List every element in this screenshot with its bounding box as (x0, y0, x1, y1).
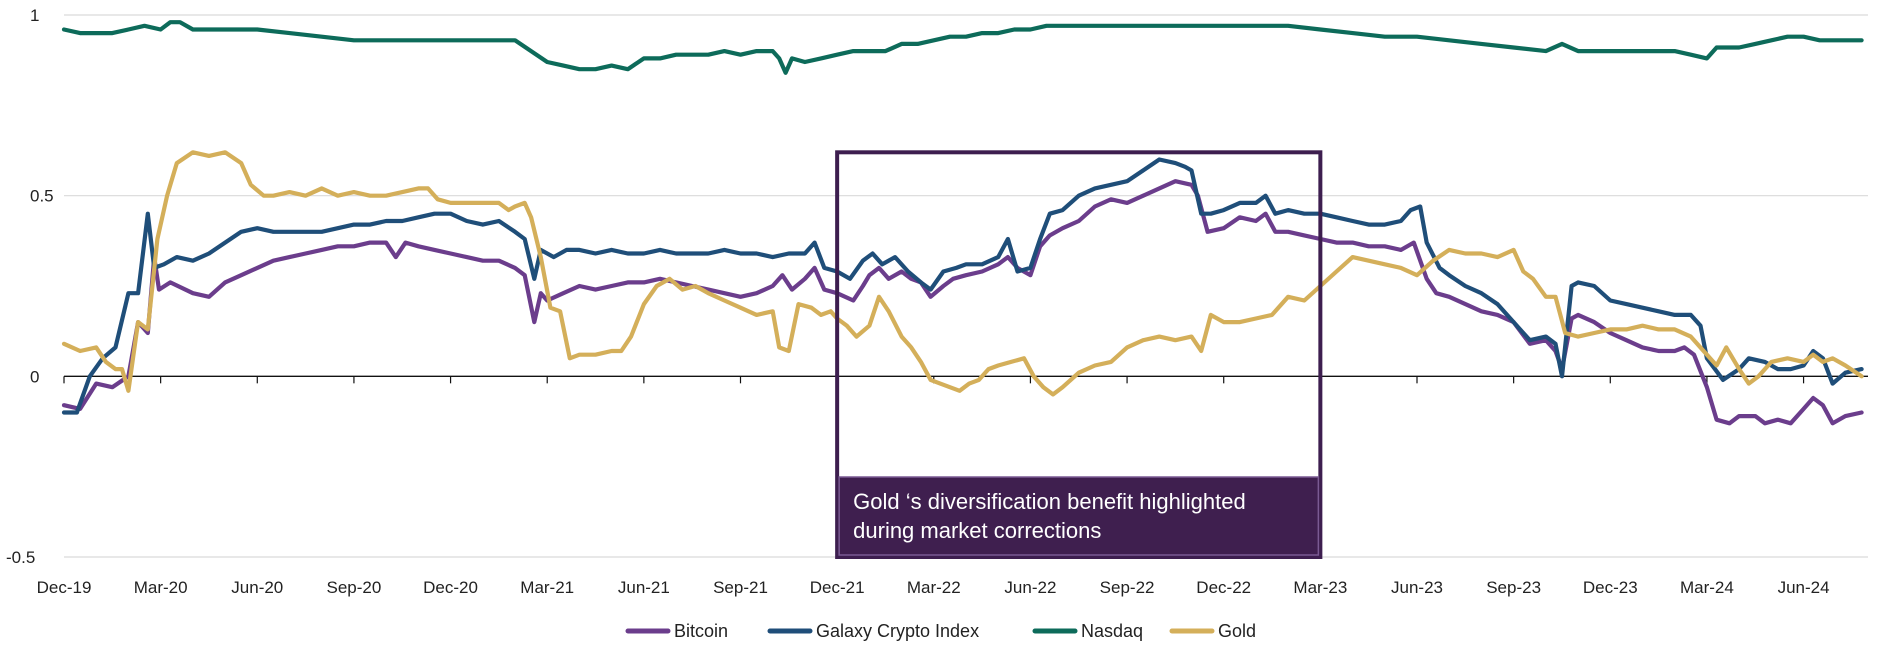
x-tick-label-6: Jun-21 (618, 578, 670, 597)
x-tick-label-1: Mar-20 (134, 578, 188, 597)
annotation-frame (835, 150, 1323, 559)
x-tick-label-13: Mar-23 (1293, 578, 1347, 597)
legend-label-gold: Gold (1218, 621, 1256, 641)
x-tick-label-17: Mar-24 (1680, 578, 1734, 597)
series-line-galaxy-crypto-index (61, 157, 1864, 415)
x-tick-label-0: Dec-19 (37, 578, 92, 597)
y-tick-label-2: 0 (30, 367, 39, 386)
x-tick-label-2: Jun-20 (231, 578, 283, 597)
legend: Bitcoin Galaxy Crypto Index Nasdaq Gold (625, 621, 1256, 641)
y-tick-label-1: 0.5 (30, 187, 54, 206)
x-tick-label-11: Sep-22 (1100, 578, 1155, 597)
x-tick-label-10: Jun-22 (1004, 578, 1056, 597)
x-tick-label-4: Dec-20 (423, 578, 478, 597)
annotation-text-line-2: during market corrections (853, 518, 1101, 543)
x-tick-label-12: Dec-22 (1196, 578, 1251, 597)
x-axis: Dec-19 Mar-20 Jun-20 Sep-20 Dec-20 Mar-21 Jun-… (37, 375, 1868, 597)
x-tick-label-7: Sep-21 (713, 578, 768, 597)
x-tick-label-5: Mar-21 (520, 578, 574, 597)
series-line-nasdaq (61, 20, 1864, 75)
series-lines (61, 20, 1864, 426)
x-tick-label-15: Sep-23 (1486, 578, 1541, 597)
x-tick-label-8: Dec-21 (810, 578, 865, 597)
gridlines (64, 14, 1868, 558)
x-tick-label-9: Mar-22 (907, 578, 961, 597)
annotation-box: Gold ‘s diversification benefit highligh… (835, 150, 1323, 559)
x-tick-label-3: Sep-20 (327, 578, 382, 597)
legend-label-bitcoin: Bitcoin (674, 621, 728, 641)
x-tick-label-16: Dec-23 (1583, 578, 1638, 597)
annotation-text-line-1: Gold ‘s diversification benefit highligh… (853, 489, 1246, 514)
legend-label-nasdaq: Nasdaq (1081, 621, 1143, 641)
x-tick-label-14: Jun-23 (1391, 578, 1443, 597)
y-tick-label-0: 1 (30, 6, 39, 25)
legend-label-galaxy-crypto-index: Galaxy Crypto Index (816, 621, 979, 641)
y-tick-label-3: -0.5 (6, 548, 35, 567)
annotation-label-box (838, 476, 1320, 556)
x-tick-label-18: Jun-24 (1778, 578, 1830, 597)
y-axis-ticks: 1 0.5 0 -0.5 (6, 6, 54, 567)
series-line-gold (61, 150, 1864, 397)
series-line-bitcoin (61, 179, 1864, 426)
